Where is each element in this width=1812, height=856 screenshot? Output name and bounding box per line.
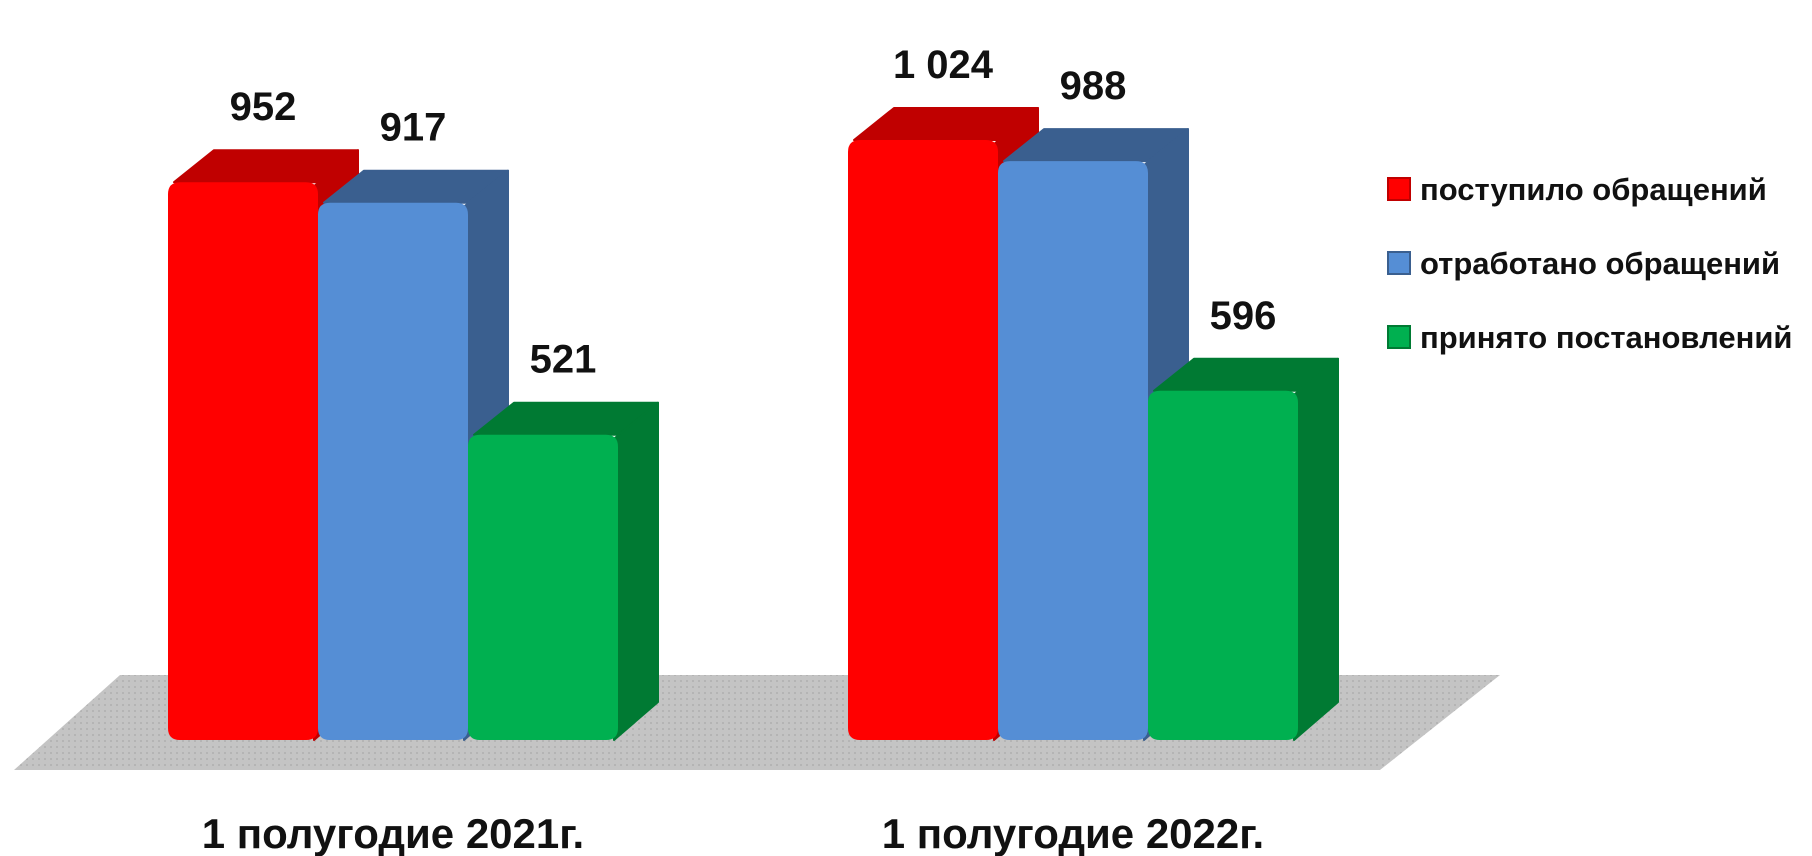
- legend-label: поступило обращений: [1420, 172, 1767, 207]
- data-label: 521: [530, 338, 597, 382]
- legend-label: принято постановлений: [1420, 320, 1792, 355]
- category-label: 1 полугодие 2021г.: [202, 810, 584, 856]
- bar-front-face: [318, 202, 468, 740]
- legend-label: отработано обращений: [1420, 246, 1780, 281]
- legend-swatch: [1387, 325, 1411, 349]
- legend-swatch: [1387, 177, 1411, 201]
- bar-front-face: [468, 434, 618, 740]
- bars-layer: [168, 107, 1339, 741]
- bar-front-face: [998, 161, 1148, 740]
- legend-item-1: поступило обращений: [1387, 172, 1767, 207]
- bar-1-3: [468, 401, 659, 741]
- legend-item-3: принято постановлений: [1387, 320, 1792, 355]
- labels-layer: 952 917 521 1 полугодие 2021г. 1 024 988 596 1 …: [202, 43, 1277, 856]
- data-label: 596: [1210, 294, 1277, 338]
- bar-side-face: [1293, 357, 1339, 741]
- category-label: 1 полугодие 2022г.: [882, 810, 1264, 856]
- legend-item-2: отработано обращений: [1387, 246, 1780, 281]
- data-label: 952: [230, 85, 297, 129]
- bar-front-face: [1148, 390, 1298, 740]
- bar-front-face: [848, 140, 998, 740]
- legend: поступило обращений отработано обращений п…: [1387, 172, 1792, 355]
- bar-2-3: [1148, 357, 1339, 741]
- bar-front-face: [168, 182, 318, 740]
- bar-side-face: [613, 401, 659, 741]
- data-label: 988: [1060, 64, 1127, 108]
- legend-swatch: [1387, 251, 1411, 275]
- data-label: 1 024: [893, 43, 994, 87]
- data-label: 917: [380, 106, 447, 150]
